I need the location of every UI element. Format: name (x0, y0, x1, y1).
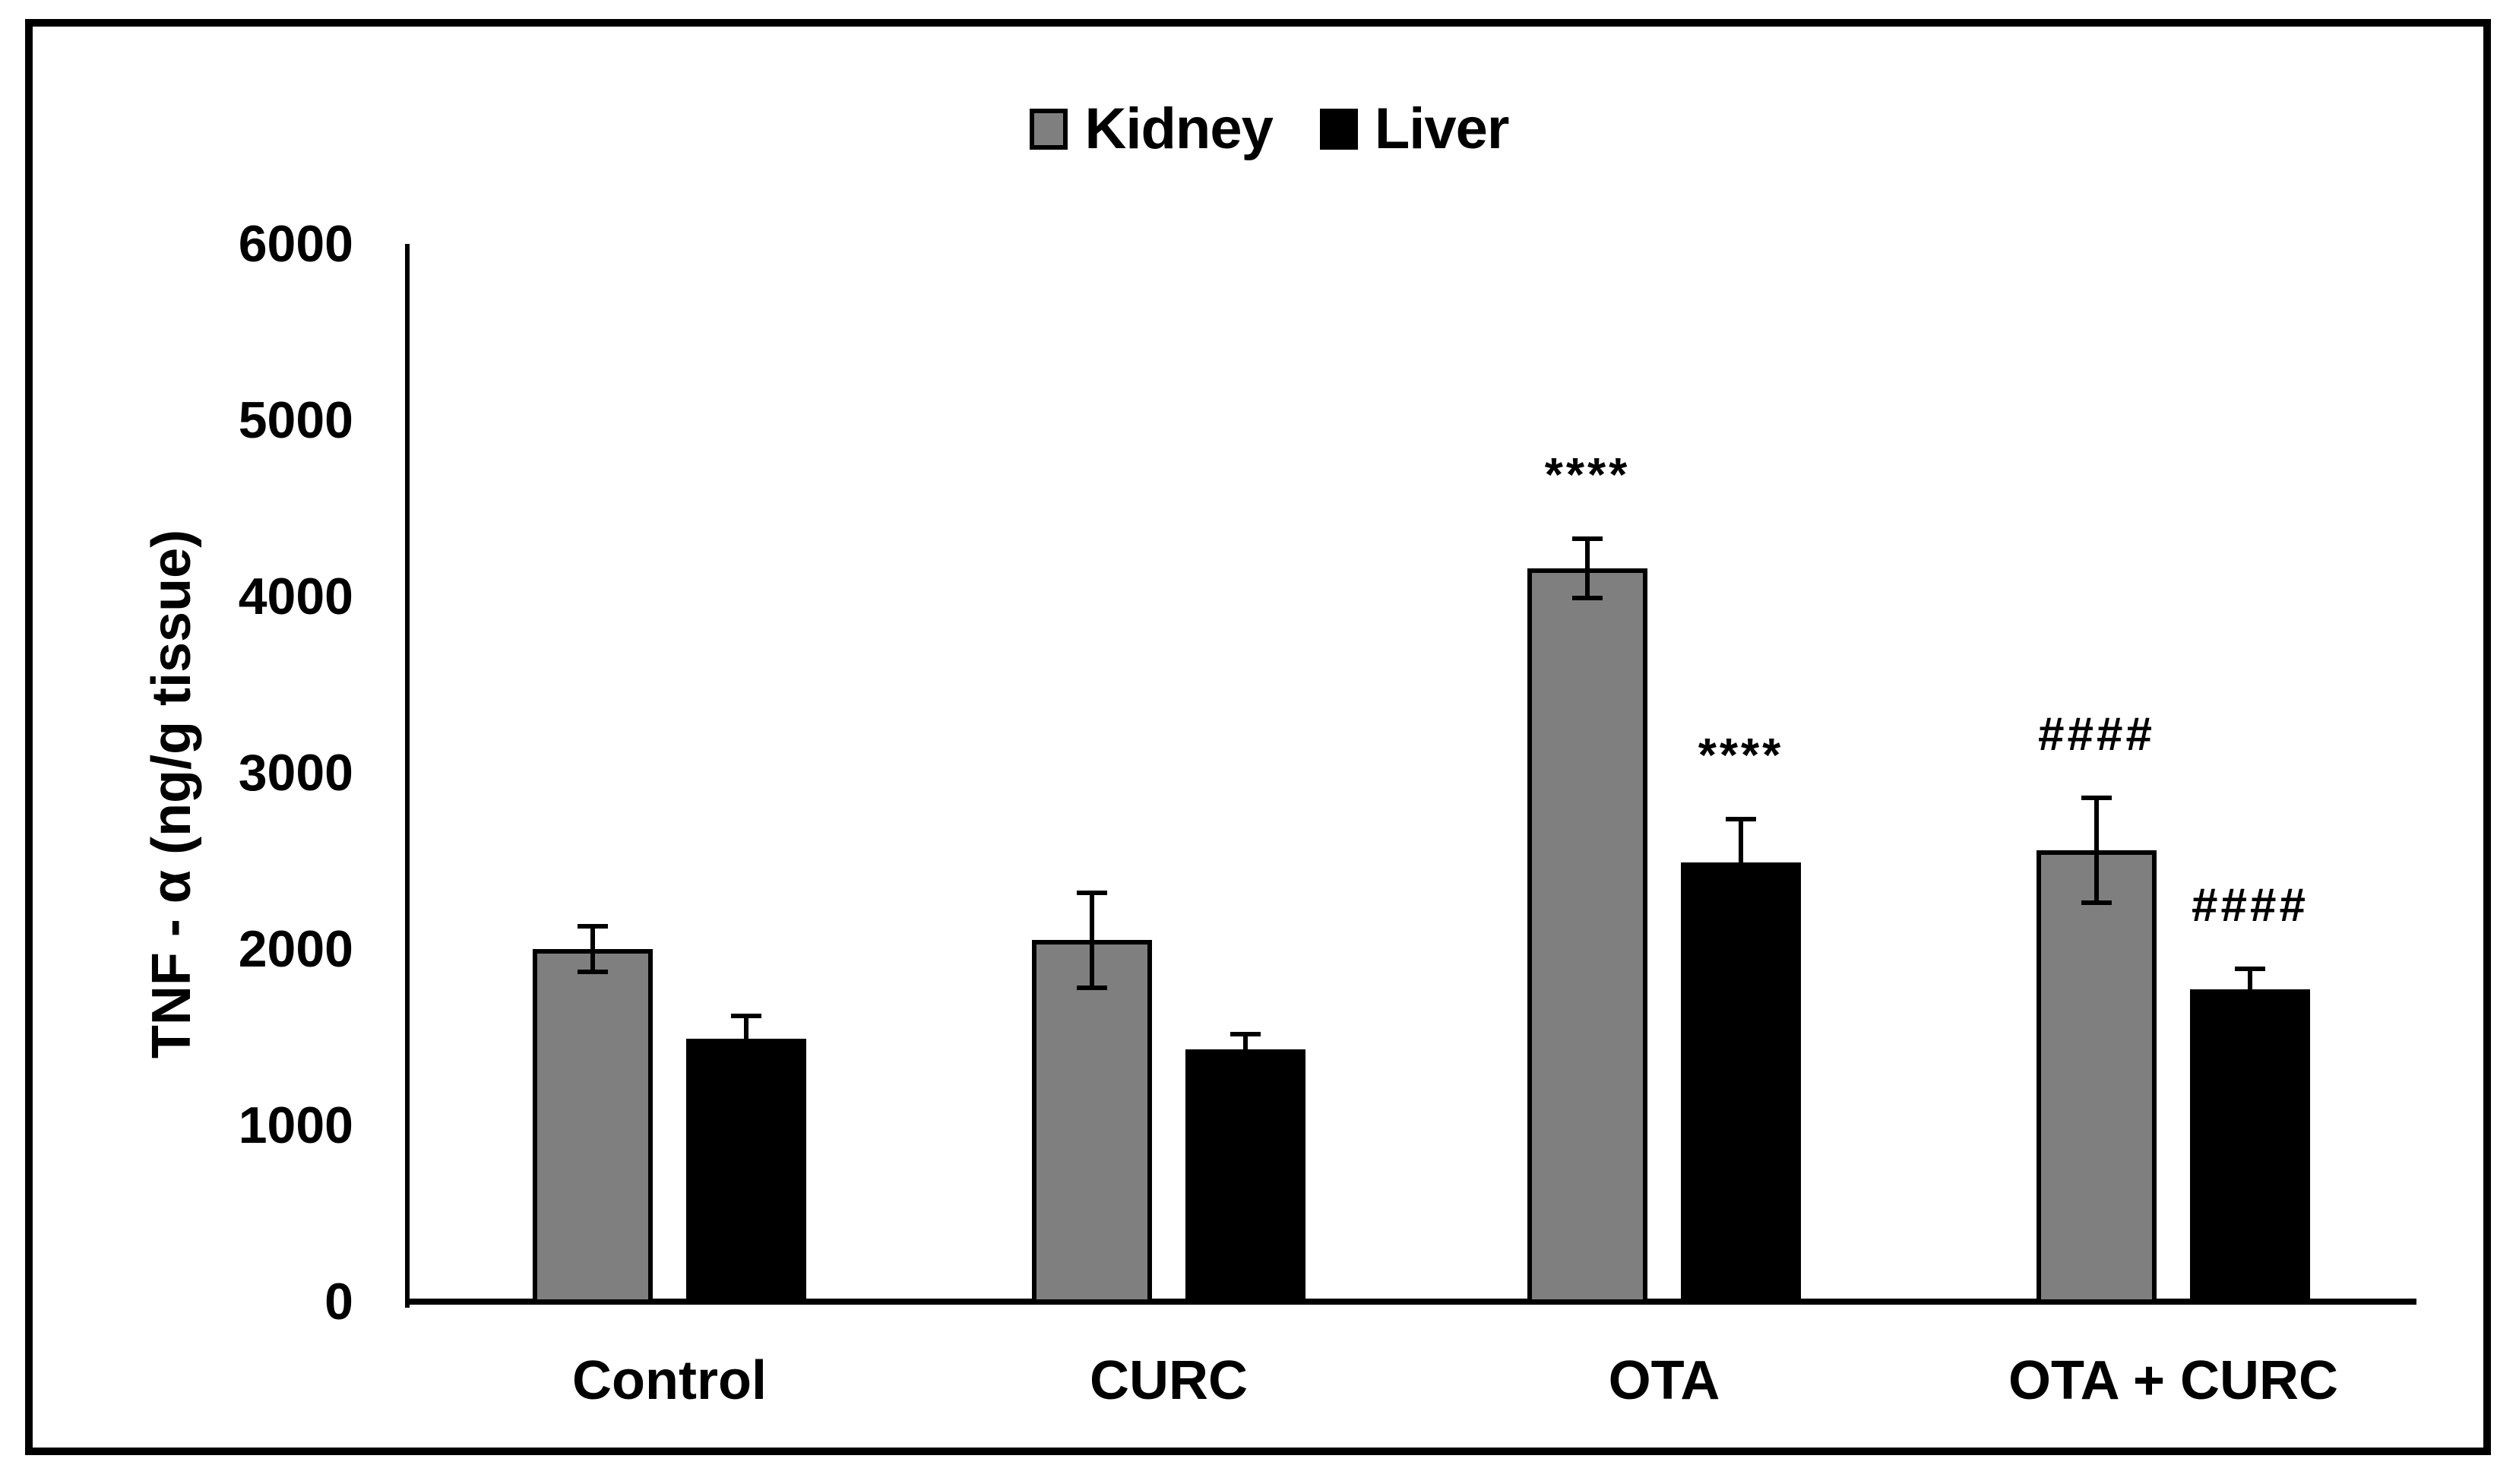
error-bar-cap-bottom-kidney-curc (1077, 985, 1107, 990)
error-bar-liver-ota (1739, 820, 1743, 905)
significance-annotation-liver-ota-curc: #### (2192, 878, 2309, 932)
error-bar-cap-top-kidney-curc (1077, 891, 1107, 896)
legend: Kidney Liver (0, 97, 2516, 161)
y-tick-label-3000: 3000 (238, 744, 353, 802)
error-bar-liver-ota-curc (2248, 970, 2252, 1009)
significance-annotation-kidney-ota-curc: #### (2038, 707, 2155, 761)
error-bar-cap-top-kidney-ota (1572, 536, 1603, 541)
y-tick-label-0: 0 (324, 1273, 353, 1331)
bar-liver-ota (1681, 862, 1801, 1304)
error-bar-cap-top-kidney-control (578, 924, 608, 929)
bar-liver-control (686, 1039, 806, 1304)
error-bar-cap-bottom-liver-curc (1230, 1062, 1261, 1068)
bar-liver-curc (1185, 1049, 1305, 1304)
legend-label-liver: Liver (1374, 97, 1510, 161)
error-bar-kidney-curc (1090, 894, 1094, 986)
legend-item-liver: Liver (1319, 97, 1510, 161)
bar-kidney-curc (1032, 940, 1152, 1304)
error-bar-cap-top-liver-control (731, 1014, 761, 1019)
legend-item-kidney: Kidney (1030, 97, 1274, 161)
bar-liver-ota-curc (2190, 989, 2310, 1304)
error-bar-liver-control (744, 1017, 748, 1061)
y-tick-label-2000: 2000 (238, 920, 353, 978)
error-bar-liver-curc (1243, 1035, 1248, 1064)
error-bar-cap-bottom-liver-ota-curc (2235, 1008, 2265, 1013)
error-bar-cap-bottom-kidney-control (578, 969, 608, 974)
bar-kidney-control (533, 949, 653, 1304)
x-axis-line (405, 1299, 2416, 1305)
y-tick-label-5000: 5000 (238, 391, 353, 449)
error-bar-kidney-ota-curc (2094, 799, 2099, 902)
error-bar-cap-top-kidney-ota-curc (2081, 795, 2112, 800)
error-bar-cap-top-liver-curc (1230, 1031, 1261, 1036)
error-bar-cap-bottom-kidney-ota (1572, 596, 1603, 600)
x-category-label-ota: OTA (1608, 1350, 1720, 1411)
error-bar-cap-top-liver-ota-curc (2235, 966, 2265, 971)
bar-kidney-ota-curc (2037, 850, 2157, 1304)
significance-annotation-kidney-ota: **** (1544, 448, 1631, 502)
legend-swatch-kidney-icon (1030, 109, 1068, 150)
y-tick-label-6000: 6000 (238, 215, 353, 273)
y-tick-label-4000: 4000 (238, 568, 353, 625)
legend-label-kidney: Kidney (1084, 97, 1273, 161)
x-category-label-curc: CURC (1090, 1350, 1248, 1411)
error-bar-cap-bottom-kidney-ota-curc (2081, 900, 2112, 906)
legend-swatch-liver-icon (1319, 109, 1358, 150)
y-tick-label-1000: 1000 (238, 1096, 353, 1154)
error-bar-kidney-ota (1585, 539, 1590, 596)
x-category-label-ota-curc: OTA + CURC (2008, 1350, 2338, 1411)
error-bar-kidney-control (590, 928, 595, 970)
error-bar-cap-bottom-liver-ota (1726, 904, 1756, 909)
significance-annotation-liver-ota: **** (1698, 729, 1784, 782)
bar-kidney-ota (1527, 568, 1647, 1304)
x-category-label-control: Control (572, 1350, 767, 1411)
error-bar-cap-bottom-liver-control (731, 1059, 761, 1065)
y-axis-line (405, 244, 410, 1308)
error-bar-cap-top-liver-ota (1726, 816, 1756, 821)
